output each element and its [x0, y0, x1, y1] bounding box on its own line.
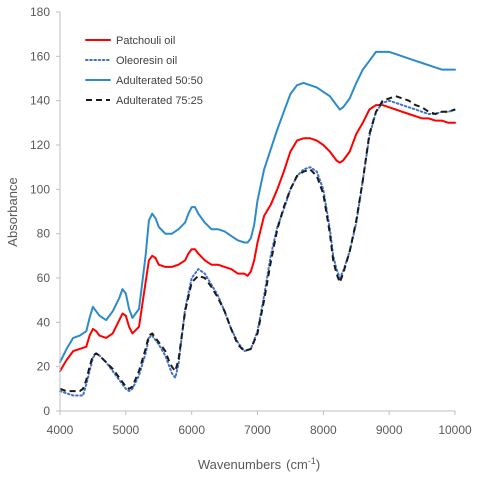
x-tick-label: 6000	[178, 423, 205, 437]
series-line-2	[59, 99, 456, 397]
legend-label-4: Adulterated 75:25	[116, 95, 203, 107]
x-tick-label: 10000	[438, 423, 472, 437]
x-axis-unit-superscript: -1	[308, 456, 316, 466]
x-tick-label: 5000	[112, 423, 139, 437]
y-tick-label: 140	[30, 94, 50, 108]
legend-label-1: Patchouli oil	[116, 35, 175, 47]
y-tick-label: 100	[30, 182, 50, 196]
y-axis-ticks: 0 20 40 60 80 100 120 140 160 180	[30, 5, 60, 418]
series-line-3	[59, 50, 456, 364]
y-tick-label: 0	[43, 404, 50, 418]
x-axis-unit-close: )	[316, 457, 320, 472]
y-tick-label: 20	[37, 360, 51, 374]
x-axis-unit: (cm	[286, 457, 308, 472]
legend-label-3: Adulterated 50:50	[116, 75, 203, 87]
x-tick-label: 9000	[376, 423, 403, 437]
x-axis-title: Wavenumbers (cm-1)	[198, 456, 320, 472]
y-tick-label: 40	[37, 315, 51, 329]
y-tick-label: 180	[30, 5, 50, 19]
y-tick-label: 80	[37, 227, 51, 241]
x-axis-title-text: Wavenumbers	[198, 457, 282, 472]
x-tick-label: 8000	[310, 423, 337, 437]
legend-label-2: Oleoresin oil	[116, 55, 177, 67]
y-axis-title: Absorbance	[5, 177, 20, 246]
y-tick-label: 160	[30, 49, 50, 63]
series-line-1	[59, 104, 456, 373]
y-tick-label: 60	[37, 271, 51, 285]
series-line-4	[59, 95, 456, 393]
plot-lines	[59, 50, 456, 397]
x-tick-label: 7000	[244, 423, 271, 437]
legend: Patchouli oil Oleoresin oil Adulterated 50…	[85, 35, 203, 107]
y-tick-label: 120	[30, 138, 50, 152]
x-axis-ticks: 4000 5000 6000 7000 8000 9000 10000	[47, 411, 472, 437]
x-tick-label: 4000	[47, 423, 74, 437]
